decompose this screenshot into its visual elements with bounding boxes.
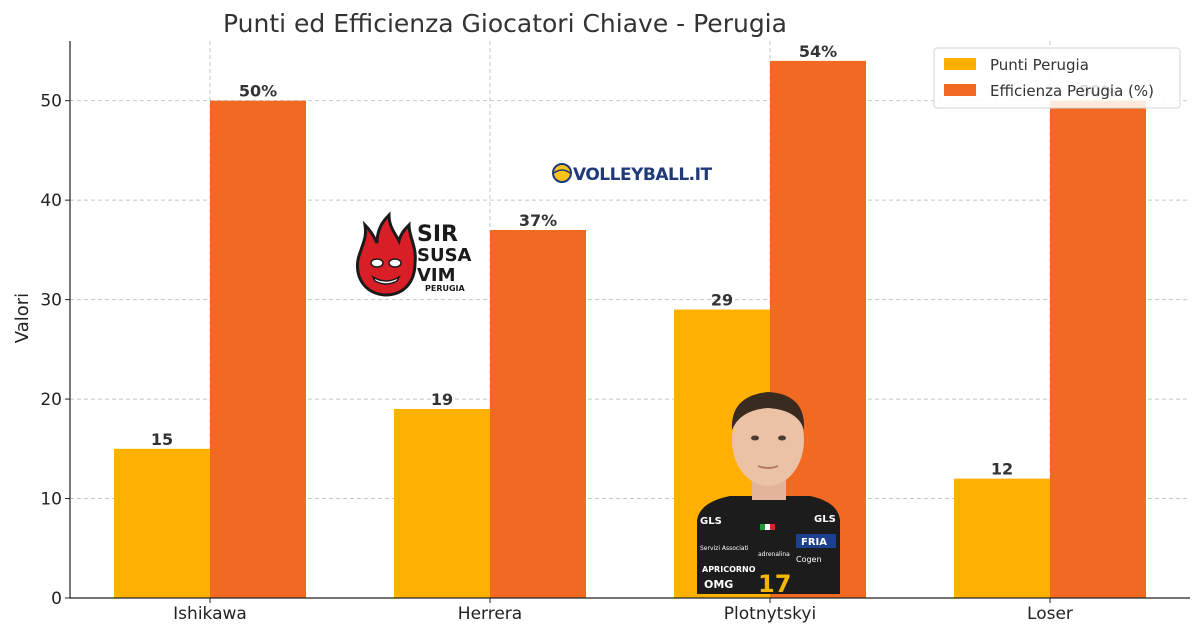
- player-face: [732, 394, 804, 486]
- x-tick-label: Loser: [1027, 604, 1073, 624]
- volleyball-icon: [552, 163, 572, 183]
- volleyball-it-text: VOLLEYBALL.IT: [573, 165, 712, 185]
- bar-efficienza: [1050, 100, 1146, 598]
- bar-efficienza: [210, 100, 306, 598]
- y-tick-label: 10: [40, 490, 62, 510]
- chart-title: Punti ed Efficienza Giocatori Chiave - P…: [223, 9, 787, 38]
- club-logo-line-3: VIM: [417, 265, 456, 286]
- y-tick-label: 0: [51, 589, 62, 609]
- bar-value-label: 29: [711, 291, 733, 310]
- club-logo-line-4: PERUGIA: [425, 284, 466, 293]
- bar-value-label: 37%: [519, 211, 557, 230]
- jersey-sponsor-5: APRICORNO: [702, 565, 756, 574]
- bar-punti: [114, 448, 210, 598]
- jersey-sponsor-3: adrenalina: [758, 551, 790, 558]
- bar-punti: [954, 478, 1050, 598]
- jersey-sponsor-2: Servizi Associati: [700, 545, 749, 552]
- jersey-sponsor-4: FRIA: [801, 537, 827, 548]
- legend-swatch-efficienza: [944, 84, 976, 96]
- legend-swatch-punti: [944, 58, 976, 70]
- volleyball-it-logo: VOLLEYBALL.IT: [552, 163, 713, 185]
- jersey-sponsor-7: OMG: [704, 578, 733, 591]
- player-jersey: [697, 496, 840, 594]
- bar-value-label: 50%: [239, 82, 277, 101]
- player-photo: GLS GLS Servizi Associati adrenalina FRI…: [697, 392, 840, 598]
- y-tick-label: 20: [40, 390, 62, 410]
- jersey-sponsor-1b: GLS: [814, 514, 836, 525]
- bar-efficienza: [490, 229, 586, 598]
- legend-box: [933, 47, 1181, 109]
- jersey-sponsor-6: Cogen: [796, 555, 822, 564]
- y-axis-label: Valori: [12, 293, 33, 343]
- bar-value-label: 54%: [799, 42, 837, 61]
- bar-value-label: 15: [151, 430, 173, 449]
- x-tick-label: Plotnytskyi: [724, 604, 816, 624]
- bar-punti: [394, 409, 490, 598]
- y-tick-label: 30: [40, 291, 62, 311]
- legend-label-efficienza: Efficienza Perugia (%): [990, 82, 1154, 100]
- axes: 0 10 20 30 40 50 Ishikawa Herrera Plotnytskyi Los…: [40, 41, 1190, 624]
- club-logo-line-2: SUSA: [417, 245, 472, 266]
- bar-value-label: 19: [431, 390, 453, 409]
- y-tick-label: 50: [40, 92, 62, 112]
- x-tick-label: Herrera: [458, 604, 522, 624]
- bar-value-label: 12: [991, 460, 1013, 479]
- flame-icon: [355, 211, 417, 297]
- x-tick-label: Ishikawa: [173, 604, 247, 624]
- y-tick-label: 40: [40, 191, 62, 211]
- sir-susa-vim-logo: SIR SUSA VIM PERUGIA: [355, 211, 472, 297]
- legend: Punti Perugia Efficienza Perugia (%): [933, 47, 1181, 109]
- jersey-sponsor-1: GLS: [700, 516, 722, 527]
- club-logo-line-1: SIR: [417, 222, 458, 247]
- jersey-number: 17: [758, 570, 791, 598]
- legend-label-punti: Punti Perugia: [990, 56, 1089, 74]
